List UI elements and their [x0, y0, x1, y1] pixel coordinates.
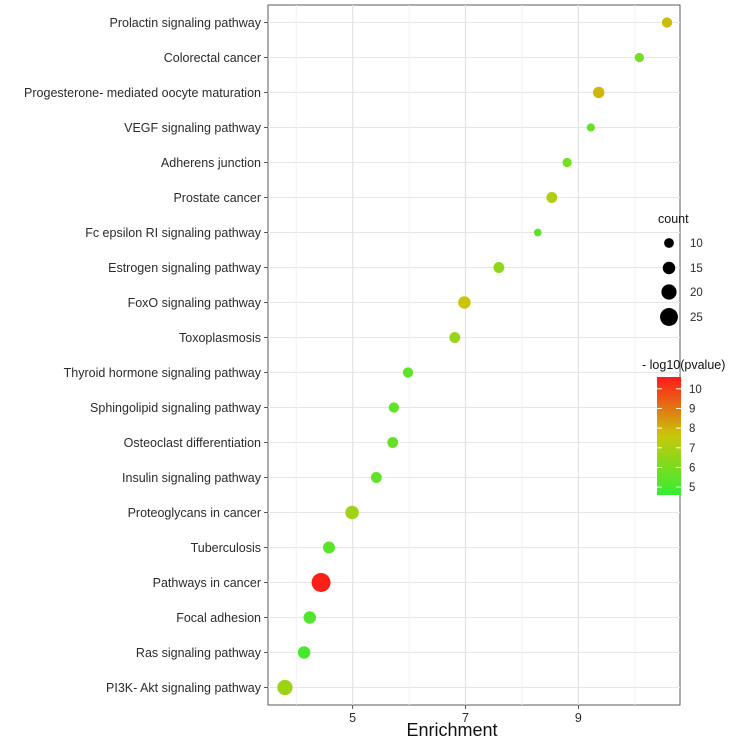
x-tick-label: 7 [462, 711, 469, 725]
point-insulin-signaling-pathway [370, 472, 382, 483]
y-axis: Prolactin signaling pathway Colorectal ca… [24, 16, 268, 695]
point-focal-adhesion [303, 611, 317, 624]
plot-panel [267, 4, 681, 706]
point-sphingolipid-signaling-pathway [388, 402, 400, 413]
y-tick-label-pathways-in-cancer: Pathways in cancer [153, 576, 261, 590]
color-legend-label: 6 [689, 462, 695, 474]
color-legend-label: 8 [689, 423, 695, 435]
point-pathways-in-cancer [311, 573, 331, 592]
color-legend-label: 10 [689, 384, 702, 396]
y-tick-label-adherens-junction: Adherens junction [161, 156, 261, 170]
data-points [277, 17, 673, 696]
y-tick-label-estrogen-signaling-pathway: Estrogen signaling pathway [108, 261, 262, 275]
point-tuberculosis [322, 541, 335, 554]
size-legend-label: 25 [690, 312, 703, 324]
y-tick-label-prolactin-signaling-pathway: Prolactin signaling pathway [110, 16, 262, 30]
size-legend-key-10 [664, 238, 674, 248]
point-vegf-signaling-pathway [586, 123, 595, 132]
size-legend-key-15 [662, 261, 676, 275]
point-prolactin-signaling-pathway [661, 17, 673, 28]
x-axis: 5 7 9 [349, 705, 582, 725]
y-tick-label-prostate-cancer: Prostate cancer [173, 191, 261, 205]
color-legend-title: - log10(pvalue) [642, 358, 725, 372]
y-tick-label-focal-adhesion: Focal adhesion [176, 611, 261, 625]
y-tick-label-progesterone-mediated-oocyte-maturation: Progesterone- mediated oocyte maturation [24, 86, 261, 100]
size-legend-title: count [658, 212, 689, 226]
point-toxoplasmosis [449, 332, 461, 343]
x-tick-label: 5 [349, 711, 356, 725]
size-legend-key-20 [661, 284, 677, 300]
y-tick-label-proteoglycans-in-cancer: Proteoglycans in cancer [128, 506, 261, 520]
color-legend-label: 5 [689, 482, 695, 494]
point-fc-epsilon-ri-signaling-pathway [533, 228, 542, 237]
y-tick-label-vegf-signaling-pathway: VEGF signaling pathway [124, 121, 262, 135]
color-legend-label: 7 [689, 443, 695, 455]
point-pi3k-akt-signaling-pathway [277, 679, 293, 696]
y-tick-label-pi3k-akt-signaling-pathway: PI3K- Akt signaling pathway [106, 681, 262, 695]
size-legend: count 10 15 20 25 [658, 212, 703, 326]
point-foxo-signaling-pathway [458, 296, 471, 309]
color-legend-gradient-bar [657, 377, 681, 495]
point-prostate-cancer [546, 192, 558, 203]
color-legend: - log10(pvalue) 5 6 7 8 9 10 [642, 358, 725, 495]
point-estrogen-signaling-pathway [493, 262, 505, 273]
size-legend-label: 15 [690, 263, 703, 275]
x-tick-label: 9 [575, 711, 582, 725]
y-tick-label-ras-signaling-pathway: Ras signaling pathway [136, 646, 262, 660]
x-axis-title: Enrichment [406, 720, 497, 740]
y-tick-label-insulin-signaling-pathway: Insulin signaling pathway [122, 471, 262, 485]
size-legend-label: 20 [690, 287, 703, 299]
point-progesterone-mediated-oocyte-maturation [593, 86, 605, 99]
y-tick-label-foxo-signaling-pathway: FoxO signaling pathway [128, 296, 262, 310]
y-tick-label-fc-epsilon-ri-signaling-pathway: Fc epsilon RI signaling pathway [85, 226, 262, 240]
y-tick-label-colorectal-cancer: Colorectal cancer [164, 51, 261, 65]
size-legend-key-25 [660, 308, 678, 326]
y-tick-label-tuberculosis: Tuberculosis [191, 541, 261, 555]
y-tick-label-thyroid-hormone-signaling-pathway: Thyroid hormone signaling pathway [64, 366, 262, 380]
point-osteoclast-differentiation [387, 437, 399, 448]
color-legend-label: 9 [689, 403, 695, 415]
size-legend-label: 10 [690, 238, 703, 250]
y-tick-label-sphingolipid-signaling-pathway: Sphingolipid signaling pathway [90, 401, 262, 415]
point-ras-signaling-pathway [297, 646, 311, 659]
grid-lines [268, 5, 680, 705]
point-adherens-junction [562, 157, 572, 168]
point-proteoglycans-in-cancer [345, 505, 359, 520]
point-colorectal-cancer [634, 52, 644, 63]
y-tick-label-toxoplasmosis: Toxoplasmosis [179, 331, 261, 345]
y-tick-label-osteoclast-differentiation: Osteoclast differentiation [124, 436, 261, 450]
point-thyroid-hormone-signaling-pathway [402, 367, 414, 378]
